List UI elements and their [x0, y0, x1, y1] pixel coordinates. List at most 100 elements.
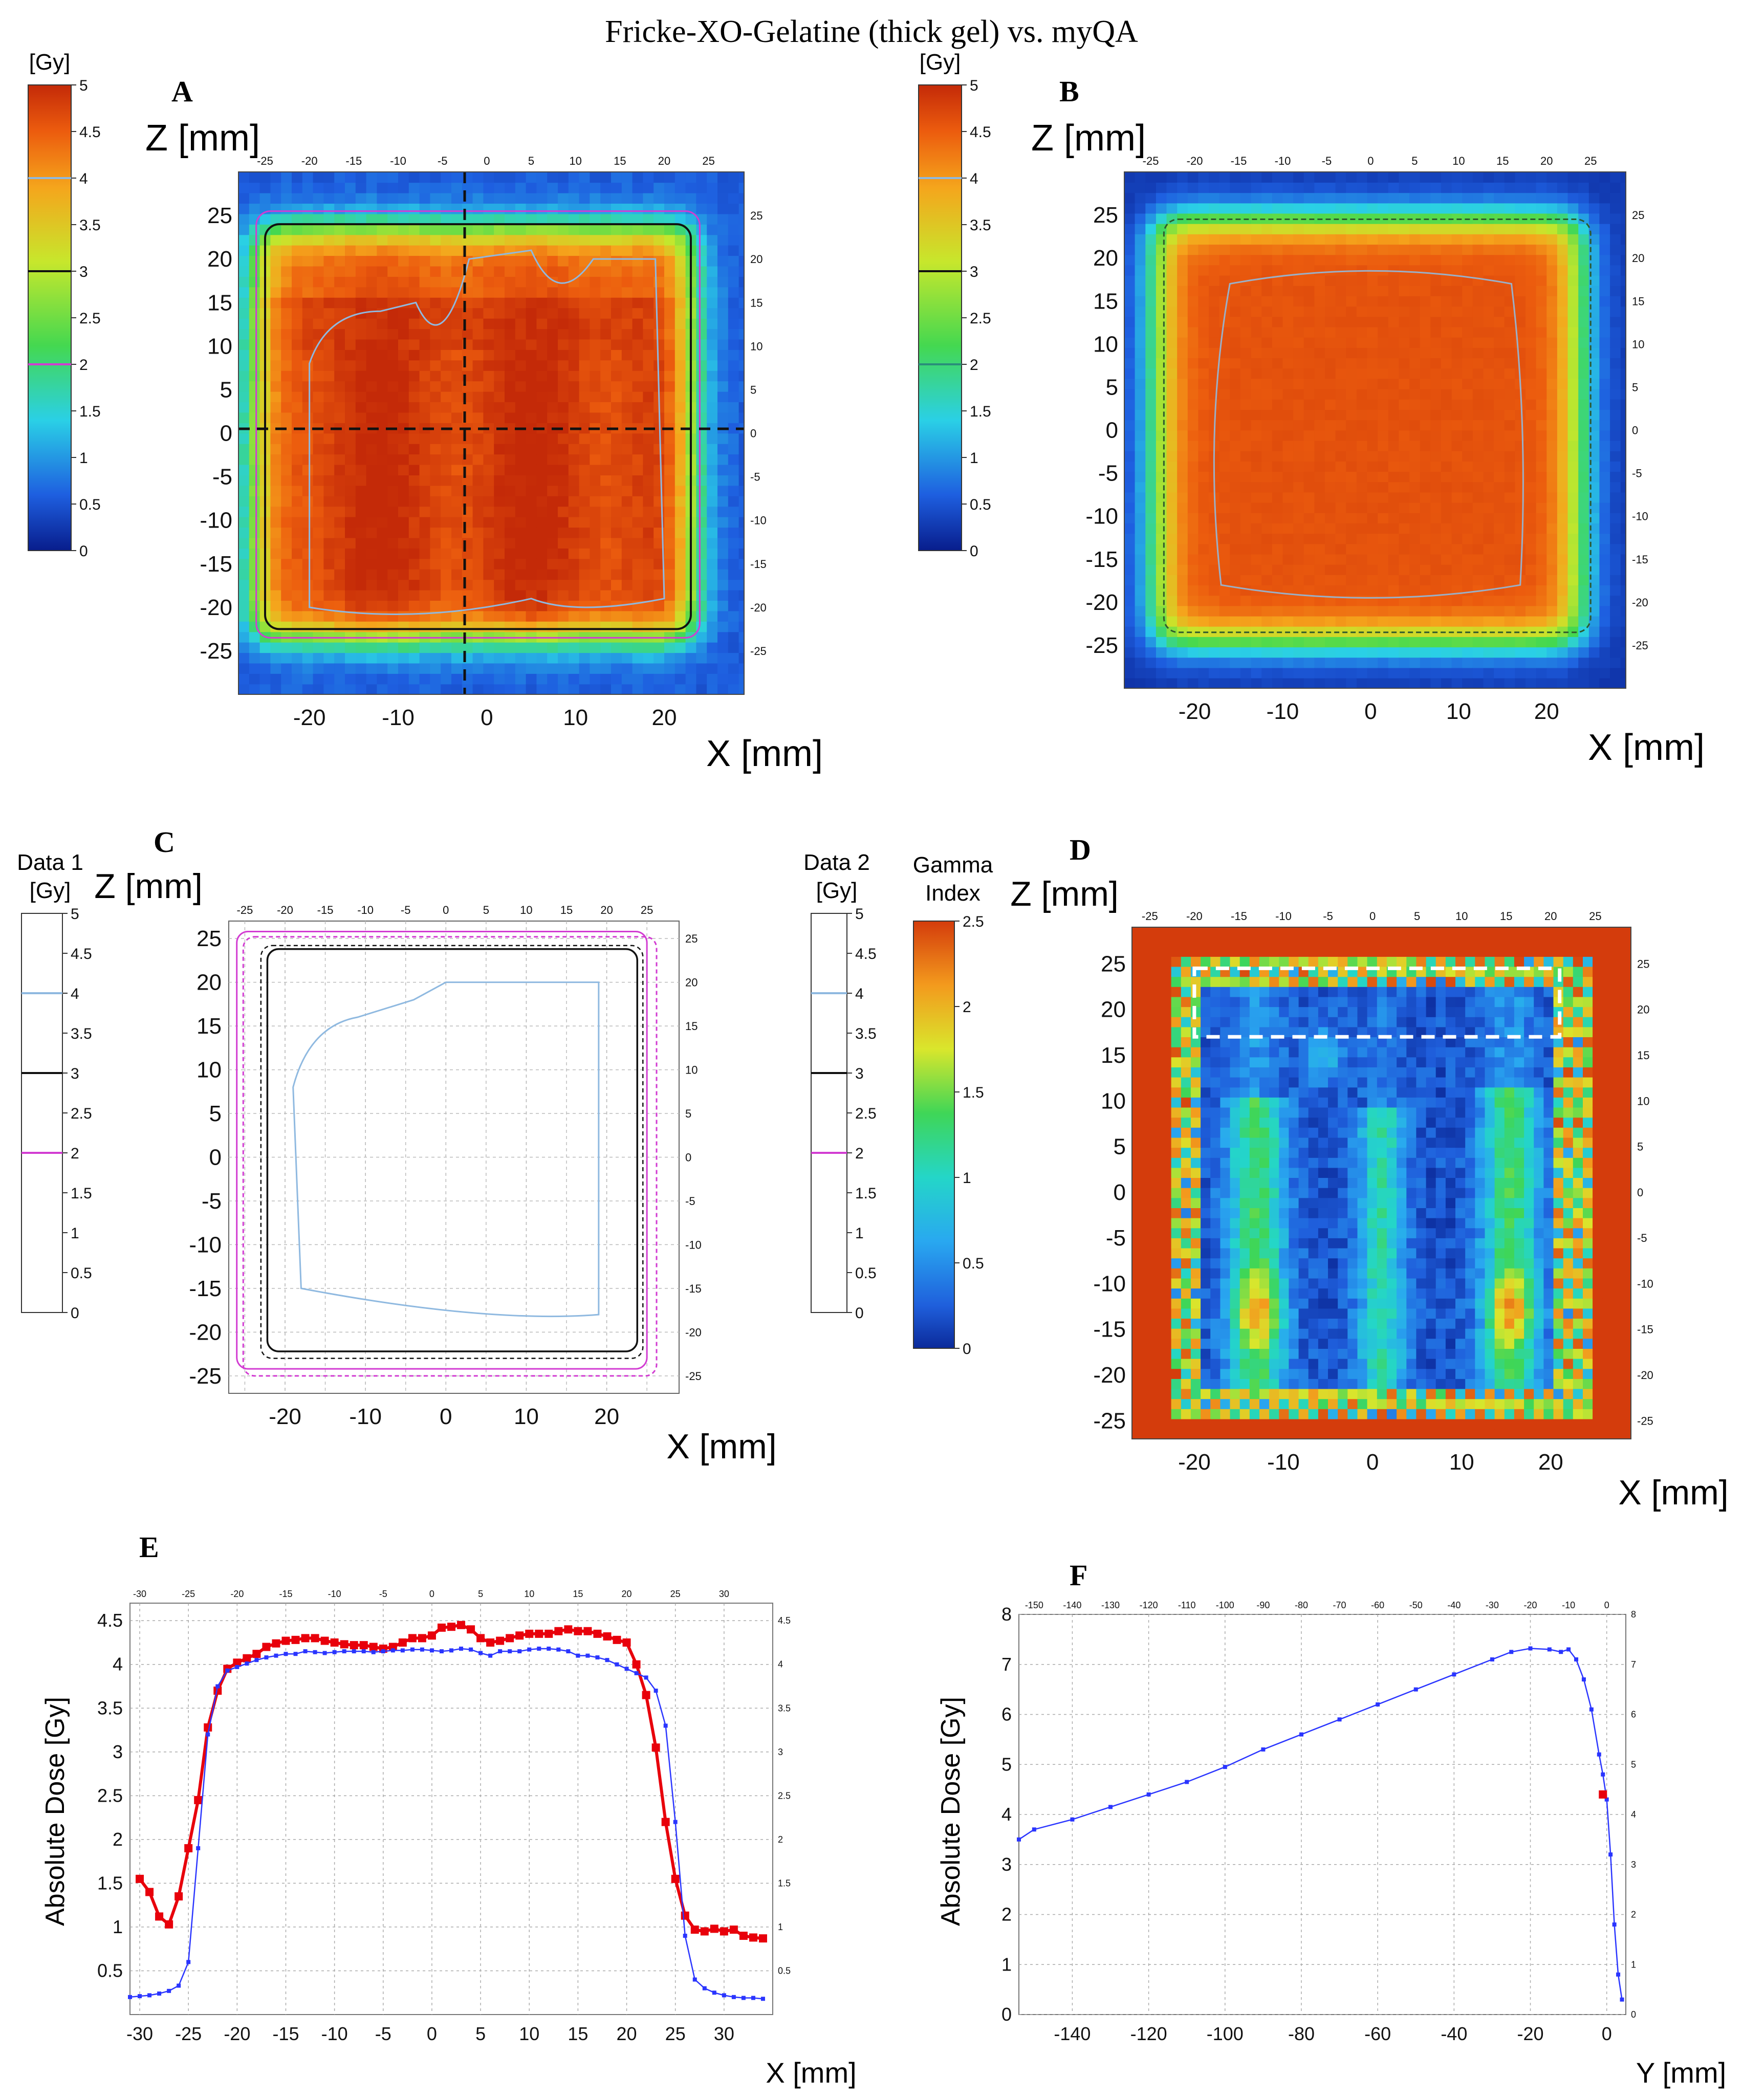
heatmap-cell — [1156, 254, 1167, 266]
heatmap-cell — [664, 370, 676, 382]
heatmap-cell — [632, 423, 644, 434]
heatmap-cell — [1251, 296, 1262, 307]
heatmap-cell — [472, 349, 484, 361]
heatmap-cell — [1378, 575, 1389, 585]
heatmap-cell — [1240, 471, 1252, 483]
heatmap-cell — [281, 266, 292, 277]
heatmap-cell — [419, 579, 431, 590]
heatmap-cell — [558, 245, 569, 256]
heatmap-cell — [430, 266, 441, 277]
heatmap-cell — [1420, 368, 1431, 379]
heatmap-cell — [1335, 482, 1346, 493]
heatmap-cell — [1515, 213, 1526, 224]
heatmap-cell — [1124, 296, 1136, 307]
heatmap-cell — [1209, 564, 1220, 575]
heatmap-cell — [707, 589, 718, 601]
heatmap-cell — [1599, 564, 1610, 575]
heatmap-cell — [536, 516, 548, 528]
heatmap-cell — [1230, 647, 1241, 658]
heatmap-cell — [1156, 368, 1167, 379]
heatmap-cell — [685, 663, 697, 674]
heatmap-cell — [355, 224, 367, 235]
heatmap-cell — [483, 402, 494, 413]
heatmap-cell — [1399, 440, 1410, 451]
heatmap-cell — [1610, 347, 1621, 359]
heatmap-cell — [270, 318, 281, 330]
heatmap-cell — [590, 642, 601, 653]
heatmap-cell — [483, 642, 494, 653]
heatmap-cell — [1124, 512, 1136, 523]
heatmap-cell — [611, 663, 622, 674]
heatmap-cell — [1293, 358, 1304, 369]
heatmap-cell — [1367, 358, 1378, 369]
heatmap-cell — [1177, 388, 1188, 400]
heatmap-cell — [1198, 575, 1209, 585]
heatmap-cell — [302, 203, 314, 214]
heatmap-cell — [1451, 543, 1463, 555]
heatmap-cell — [717, 234, 729, 246]
heatmap-cell — [728, 475, 739, 486]
heatmap-cell — [387, 381, 399, 392]
heatmap-cell — [1567, 543, 1579, 555]
heatmap-cell — [1335, 275, 1346, 286]
isodose-2gy — [255, 210, 701, 639]
heatmap-cell — [1610, 337, 1621, 348]
heatmap-cell — [1557, 399, 1568, 410]
heatmap-cell — [1314, 358, 1325, 369]
heatmap-cell — [1135, 254, 1146, 266]
heatmap-cell — [1536, 585, 1547, 596]
heatmap-cell — [728, 234, 739, 246]
heatmap-cell — [302, 569, 314, 580]
heatmap-cell — [1515, 647, 1526, 658]
heatmap-cell — [313, 266, 324, 277]
heatmap-cell — [408, 287, 420, 298]
heatmap-cell — [387, 339, 399, 350]
heatmap-cell — [366, 610, 378, 622]
heatmap-cell — [334, 485, 345, 496]
heatmap-cell — [430, 329, 441, 340]
heatmap-cell — [334, 558, 345, 570]
heatmap-cell — [1588, 192, 1600, 204]
heatmap-cell — [1166, 595, 1178, 606]
heatmap-cell — [1314, 368, 1325, 379]
heatmap-cell — [1209, 306, 1220, 317]
heatmap-cell — [281, 370, 292, 382]
heatmap-cell — [738, 297, 745, 309]
heatmap-cell — [323, 579, 335, 590]
heatmap-cell — [472, 579, 484, 590]
heatmap-cell — [1451, 265, 1463, 276]
heatmap-cell — [1588, 399, 1600, 410]
heatmap-cell — [1314, 440, 1325, 451]
heatmap-cell — [366, 516, 378, 528]
heatmap-cell — [494, 569, 505, 580]
heatmap-cell — [1515, 306, 1526, 317]
heatmap-cell — [536, 548, 548, 559]
heatmap-cell — [1526, 605, 1537, 617]
heatmap-cell — [1494, 575, 1505, 585]
heatmap-cell — [590, 297, 601, 309]
heatmap-cell — [1515, 440, 1526, 451]
heatmap-cell — [1472, 543, 1484, 555]
heatmap-cell — [430, 579, 441, 590]
heatmap-cell — [1388, 564, 1400, 575]
heatmap-cell — [1187, 502, 1199, 513]
heatmap-cell — [1441, 399, 1452, 410]
heatmap-cell — [387, 684, 399, 695]
heatmap-cell — [1536, 265, 1547, 276]
heatmap-cell — [738, 266, 745, 277]
heatmap-cell — [1198, 306, 1209, 317]
heatmap-cell — [451, 203, 463, 214]
heatmap-cell — [1536, 637, 1547, 648]
heatmap-cell — [1261, 182, 1273, 193]
heatmap-cell — [1156, 554, 1167, 565]
heatmap-cell — [1409, 523, 1421, 534]
heatmap-cell — [1124, 378, 1136, 389]
heatmap-cell — [1399, 657, 1410, 668]
heatmap-cell — [408, 381, 420, 392]
heatmap-cell — [515, 203, 527, 214]
heatmap-cell — [536, 192, 548, 204]
heatmap-cell — [1462, 512, 1473, 523]
heatmap-cell — [259, 642, 271, 653]
heatmap-cell — [334, 673, 345, 685]
heatmap-cell — [1610, 492, 1621, 503]
